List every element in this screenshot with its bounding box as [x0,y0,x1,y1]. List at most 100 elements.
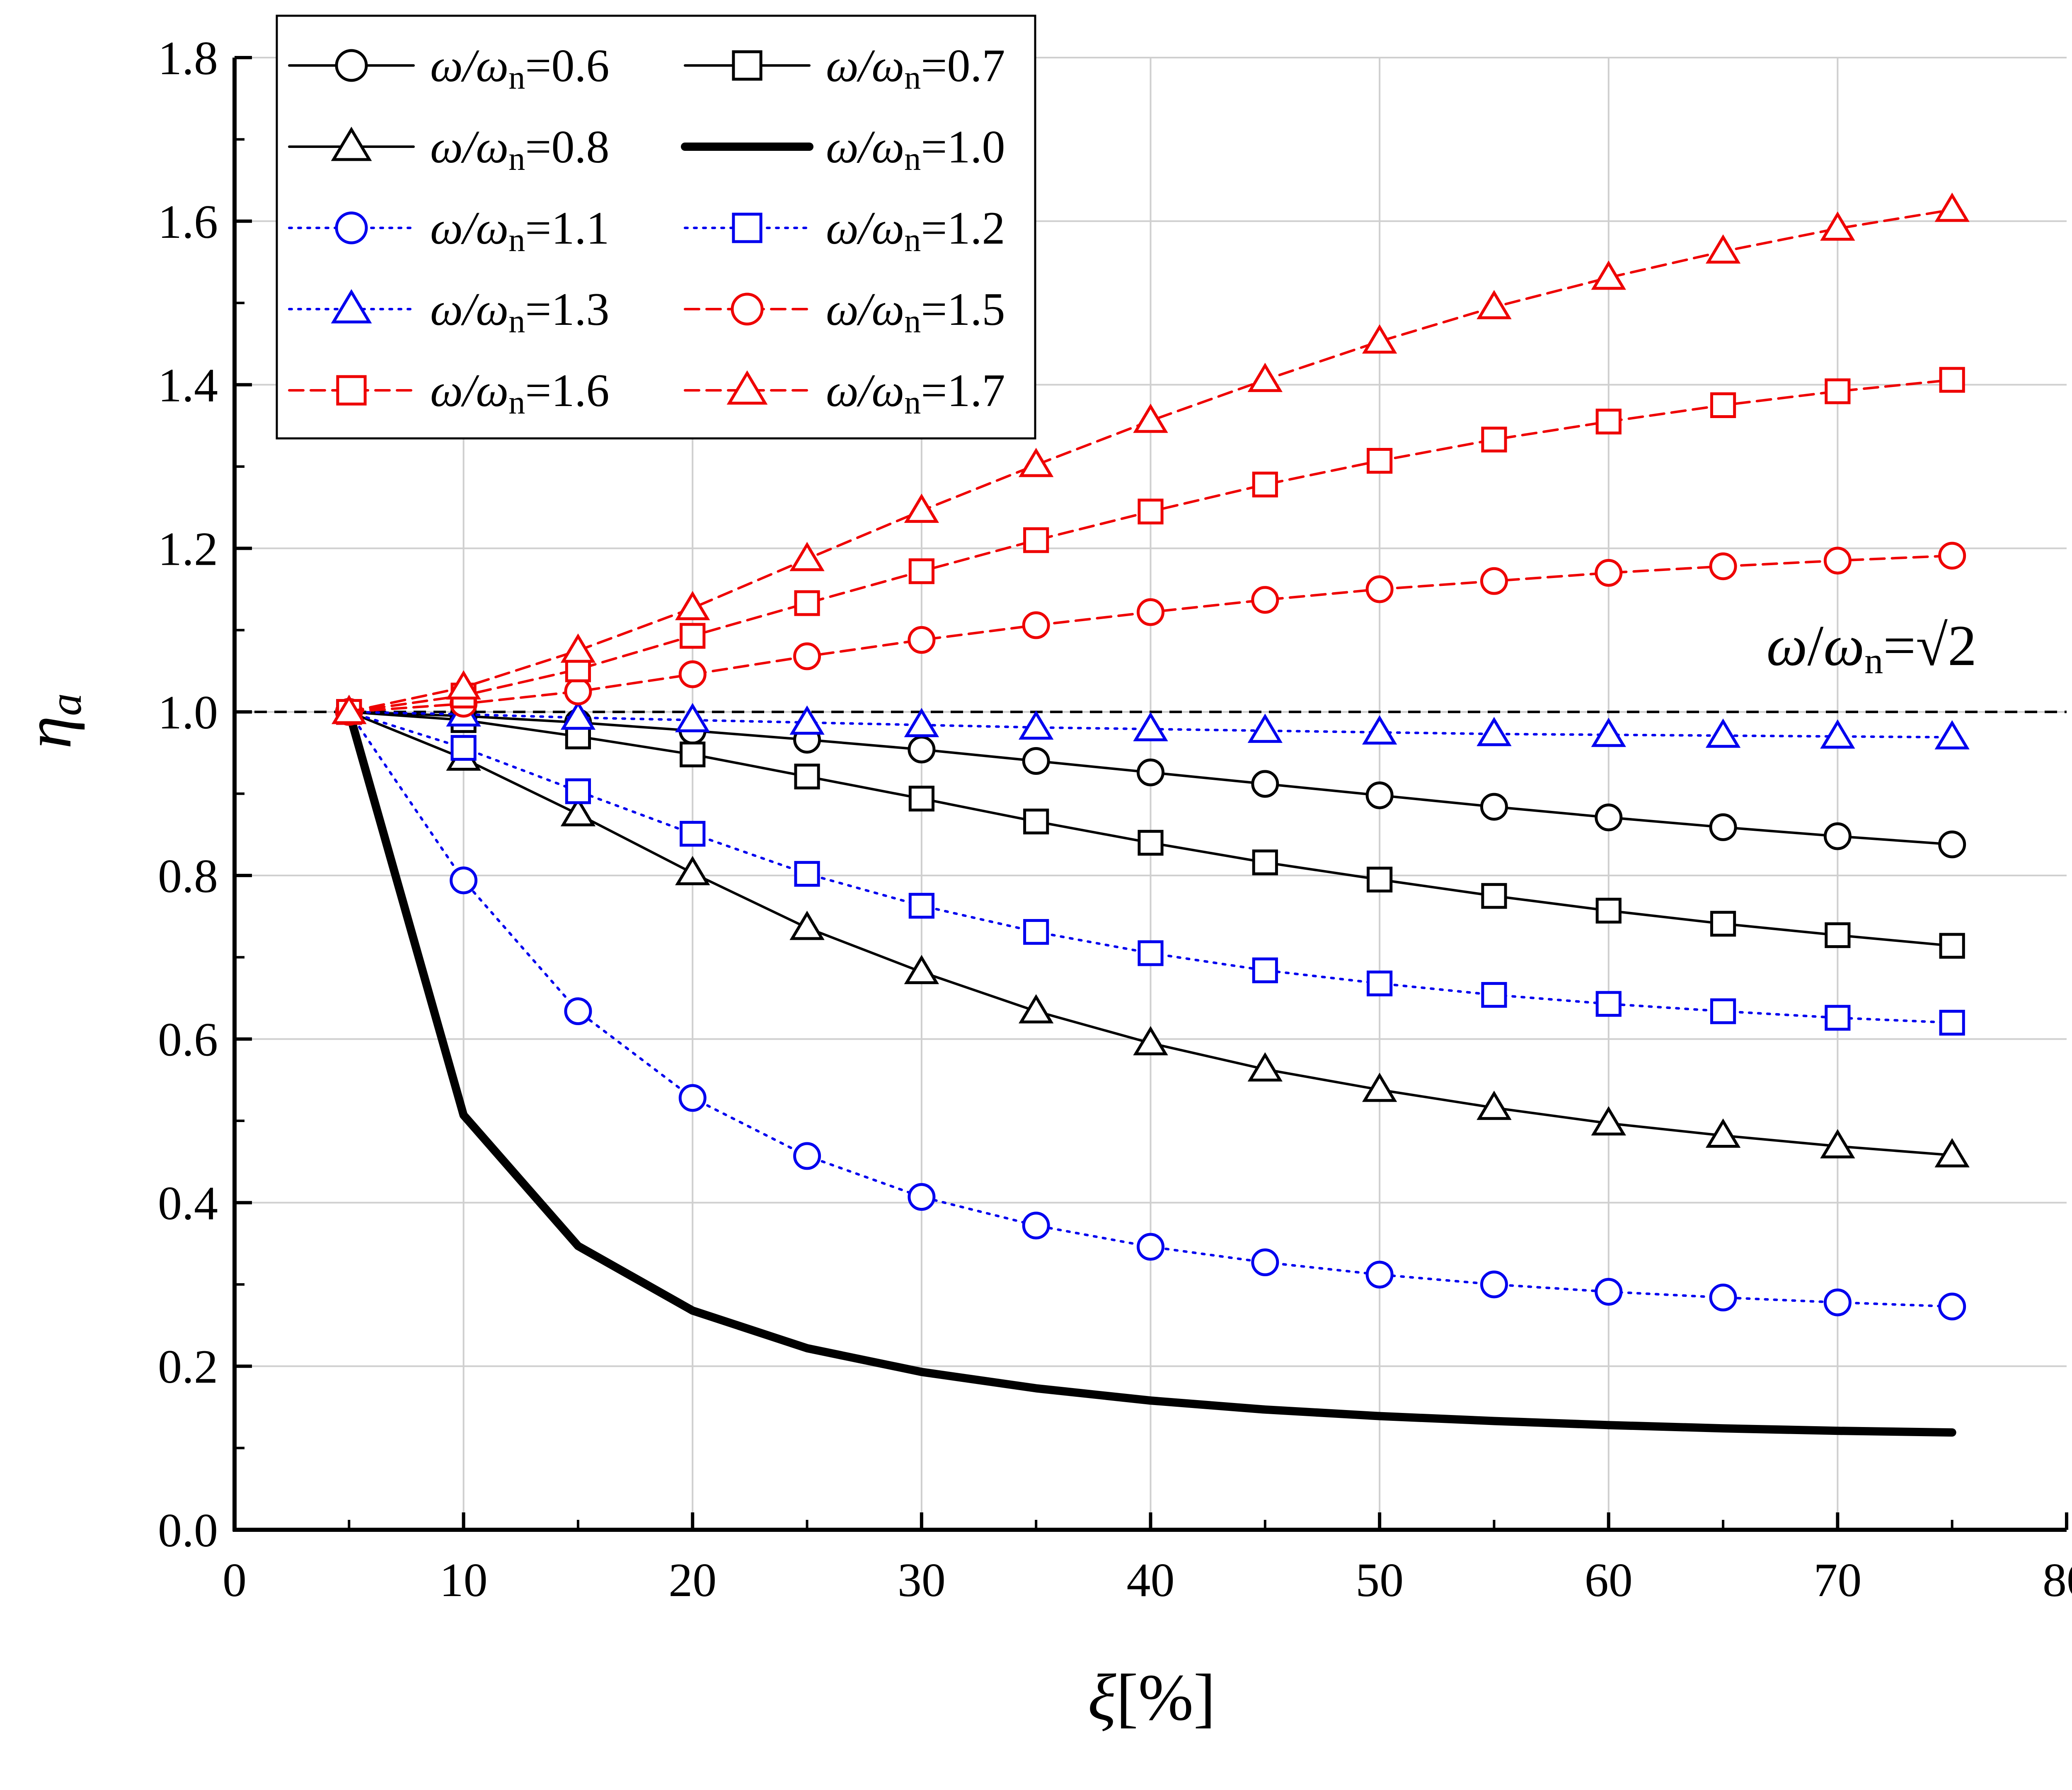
data-point [1938,830,1966,859]
data-point [680,623,706,649]
data-point [794,763,820,790]
data-point [1595,409,1622,435]
data-point [1938,1292,1966,1321]
legend-label: ω/ωn=1.0 [826,121,1005,177]
ticks: 0 10 20 30 40 50 60 70 80 0.0 0.2 0.4 0.6 0.8 1.0 1.2 1.… [158,32,2072,1607]
data-point [675,591,710,620]
data-point [564,997,592,1026]
data-point [1137,758,1164,786]
x-tick-label: 80 [2043,1554,2072,1607]
data-point [1251,586,1279,614]
legend: ω/ωn=0.6 ω/ωn=0.7 ω/ωn=0.8 ω/ωn=1.0 ω/ωn=1.1… [276,15,1036,440]
data-point [908,893,934,919]
x-tick-label: 0 [223,1554,247,1607]
legend-label: ω/ωn=0.8 [430,121,609,177]
data-point [1481,426,1507,452]
data-point [675,856,710,885]
legend-swatch-marker [732,50,762,81]
x-tick-label: 20 [668,1554,716,1607]
legend-item-5: ω/ωn=1.1 [288,203,609,259]
data-point [1709,1283,1737,1311]
data-point [1591,1106,1626,1136]
data-point [678,660,707,688]
legend-label: ω/ωn=1.5 [826,284,1005,340]
data-point [908,558,934,584]
annotation-eq: = [1883,614,1916,678]
annotation: ω/ωn=√2 [1767,614,1977,682]
legend-item-7: ω/ωn=1.3 [288,284,609,340]
data-point [446,670,481,700]
data-point [1022,747,1050,775]
legend-label: ω/ωn=0.7 [826,40,1005,96]
x-tick-label: 50 [1356,1554,1404,1607]
data-point [904,708,939,738]
x-axis-symbol: ξ [1088,1660,1116,1734]
legend-label: ω/ωn=1.6 [430,365,609,421]
data-point [1023,527,1049,553]
data-point [1710,911,1736,937]
y-tick-label: 1.8 [158,32,218,85]
legend-box [276,15,1036,440]
y-axis-title: ηa [11,693,91,749]
data-point [1138,940,1164,966]
data-point [1023,919,1049,945]
data-point [1705,1118,1741,1148]
data-point [1365,781,1394,809]
data-point [1823,1288,1852,1316]
data-point [1019,448,1054,477]
data-point [1138,498,1164,525]
data-point [560,700,596,730]
data-point [1710,392,1736,418]
legend-item-6: ω/ωn=1.2 [684,203,1005,259]
y-tick-label: 0.6 [158,1014,218,1067]
data-point [1481,982,1507,1008]
data-point [794,590,820,616]
x-axis-unit: [%] [1116,1660,1215,1734]
data-point [793,1142,821,1170]
data-point [1595,991,1622,1017]
data-point [1251,1248,1279,1277]
data-point [1133,712,1168,741]
data-point [560,633,596,663]
data-point [1595,897,1622,924]
data-point [1934,1138,1970,1168]
data-point [1137,1233,1164,1261]
data-point [789,705,825,735]
x-tick-label: 30 [898,1554,946,1607]
legend-swatch-marker [335,211,368,244]
data-point [678,1084,707,1112]
legend-item-8: ω/ωn=1.5 [684,284,1005,340]
data-point [1934,192,1970,222]
data-point [1595,1278,1623,1306]
data-point [794,861,820,887]
legend-item-2: ω/ωn=0.7 [684,40,1005,96]
legend-swatch-marker [335,49,368,82]
y-tick-label: 1.4 [158,359,218,412]
data-point [1823,547,1852,575]
data-point [1939,1010,1965,1036]
x-tick-label: 40 [1127,1554,1175,1607]
data-point [1820,211,1855,241]
data-point [1247,363,1283,392]
data-point [1938,542,1966,570]
annotation-value: √2 [1916,614,1977,678]
data-point [904,493,939,523]
data-point [1019,710,1054,740]
annotation-sub: n [1864,641,1883,682]
legend-label: ω/ωn=1.3 [430,284,609,340]
legend-swatch-marker [726,370,768,405]
series-3 [332,694,1970,1168]
series-layer [332,192,1970,1437]
legend-swatch-marker [336,375,367,406]
data-point [1023,808,1049,835]
data-point [1133,404,1168,433]
data-point [1825,922,1851,948]
x-tick-label: 10 [440,1554,488,1607]
y-tick-label: 0.0 [158,1504,218,1557]
data-point [1137,598,1164,626]
data-point [1481,883,1507,909]
x-tick-label: 60 [1585,1554,1633,1607]
data-point [675,703,710,733]
data-point [1705,234,1741,264]
